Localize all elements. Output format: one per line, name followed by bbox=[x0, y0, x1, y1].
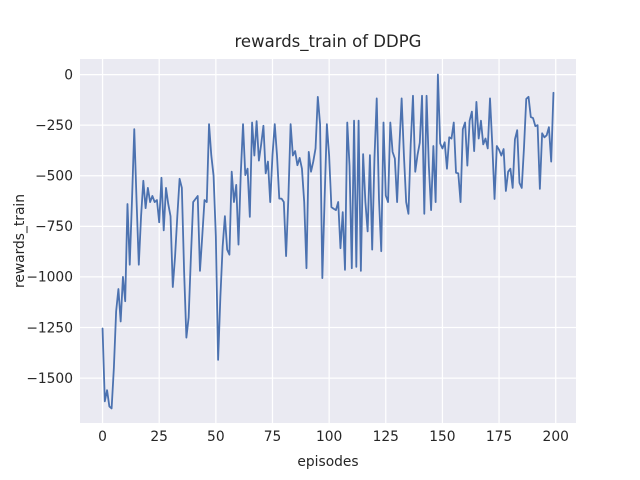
x-tick-labels: 0 25 50 75 100 125 150 175 200 bbox=[98, 429, 569, 445]
x-tick-label: 0 bbox=[98, 429, 107, 445]
x-axis-label: episodes bbox=[297, 454, 358, 470]
y-tick-label: −750 bbox=[35, 219, 73, 235]
gridlines bbox=[80, 59, 576, 423]
plot-area bbox=[80, 59, 576, 423]
x-tick-label: 150 bbox=[429, 429, 455, 445]
x-tick-label: 50 bbox=[207, 429, 225, 445]
chart-title: rewards_train of DDPG bbox=[235, 32, 422, 52]
y-tick-label: −1000 bbox=[26, 270, 73, 286]
x-tick-label: 125 bbox=[373, 429, 399, 445]
reward-line bbox=[101, 73, 555, 410]
y-axis-label: rewards_train bbox=[12, 194, 28, 288]
x-tick-label: 75 bbox=[264, 429, 282, 445]
x-tick-label: 25 bbox=[150, 429, 168, 445]
x-tick-label: 200 bbox=[543, 429, 569, 445]
y-tick-label: −250 bbox=[35, 118, 73, 134]
y-tick-label: −1250 bbox=[26, 320, 73, 336]
x-tick-label: 175 bbox=[486, 429, 512, 445]
line-series bbox=[101, 73, 555, 410]
y-tick-label: −500 bbox=[35, 169, 73, 185]
y-tick-labels: 0 −250 −500 −750 −1000 −1250 −1500 bbox=[26, 67, 73, 387]
x-tick-label: 100 bbox=[316, 429, 342, 445]
y-tick-label: 0 bbox=[64, 67, 73, 83]
y-tick-label: −1500 bbox=[26, 371, 73, 387]
